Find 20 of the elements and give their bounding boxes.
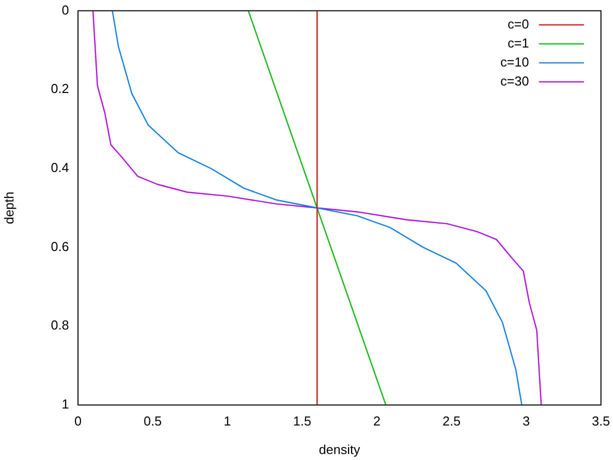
y-tick-label: 0.4 [50,160,69,176]
y-tick-label: 0.8 [50,318,69,333]
x-tick-label: 3.5 [592,413,610,428]
x-tick-label: 2.5 [442,413,461,428]
legend-label: c=1 [508,35,529,50]
x-tick-label: 0.5 [144,413,162,428]
legend-label: c=10 [500,54,529,70]
y-tick-label: 1 [62,396,69,412]
x-tick-label: 1 [224,413,232,428]
legend-label: c=30 [500,73,529,88]
legend-label: c=0 [508,16,529,32]
y-axis-title: depth [1,192,16,224]
y-tick-label: 0.6 [50,238,69,254]
x-axis-title: density [318,442,361,457]
y-tick-label: 0.2 [50,81,69,96]
x-tick-label: 3 [522,413,530,428]
y-tick-label: 0 [62,2,69,18]
x-tick-label: 2 [373,413,380,428]
x-tick-label: 0 [74,413,82,428]
x-tick-label: 1.5 [293,413,312,428]
